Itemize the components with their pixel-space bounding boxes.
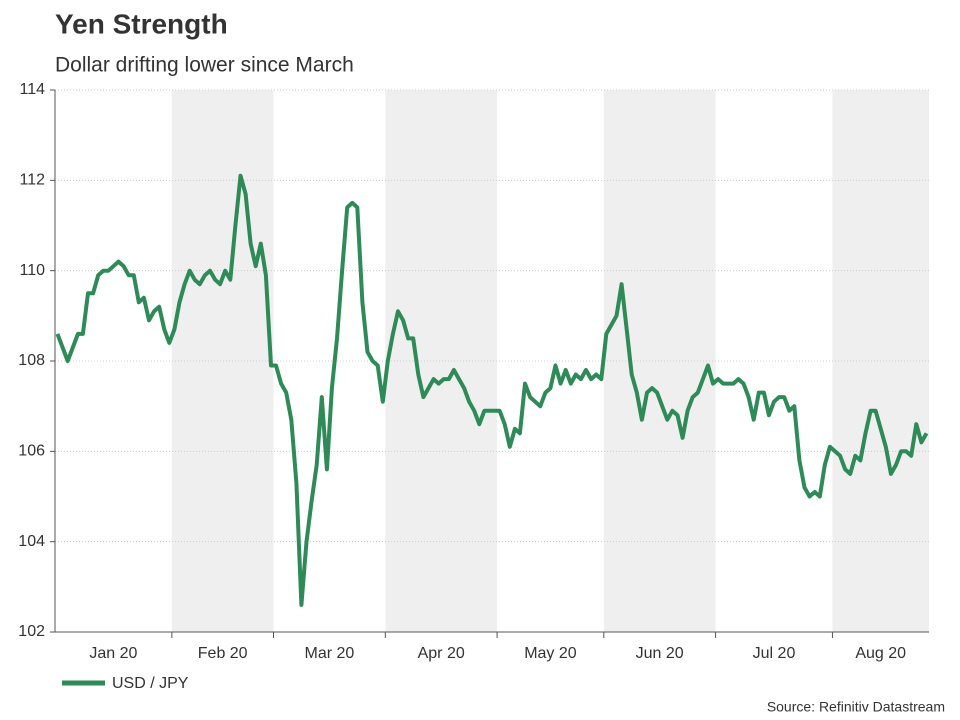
x-tick-label: May 20 — [524, 645, 577, 662]
x-tick-label: Mar 20 — [304, 645, 354, 662]
month-band — [603, 90, 716, 632]
y-tick-label: 110 — [19, 262, 45, 279]
y-tick-label: 114 — [19, 81, 45, 98]
x-tick-label: Jul 20 — [753, 645, 796, 662]
chart-subtitle: Dollar drifting lower since March — [55, 54, 354, 77]
x-tick-label: Apr 20 — [418, 645, 465, 662]
x-tick-label: Feb 20 — [198, 645, 248, 662]
y-tick-label: 102 — [18, 623, 45, 640]
chart-title: Yen Strength — [55, 8, 228, 39]
month-band — [385, 90, 498, 632]
y-tick-label: 106 — [18, 443, 45, 460]
y-tick-label: 108 — [18, 352, 45, 369]
x-tick-label: Aug 20 — [855, 645, 906, 662]
legend-label: USD / JPY — [112, 675, 189, 692]
source: Source: Refinitiv Datastream — [767, 699, 945, 715]
y-tick-label: 104 — [18, 533, 45, 550]
x-tick-label: Jan 20 — [89, 645, 137, 662]
y-tick-label: 112 — [19, 172, 45, 189]
price-line — [55, 173, 929, 607]
x-tick-label: Jun 20 — [636, 645, 684, 662]
